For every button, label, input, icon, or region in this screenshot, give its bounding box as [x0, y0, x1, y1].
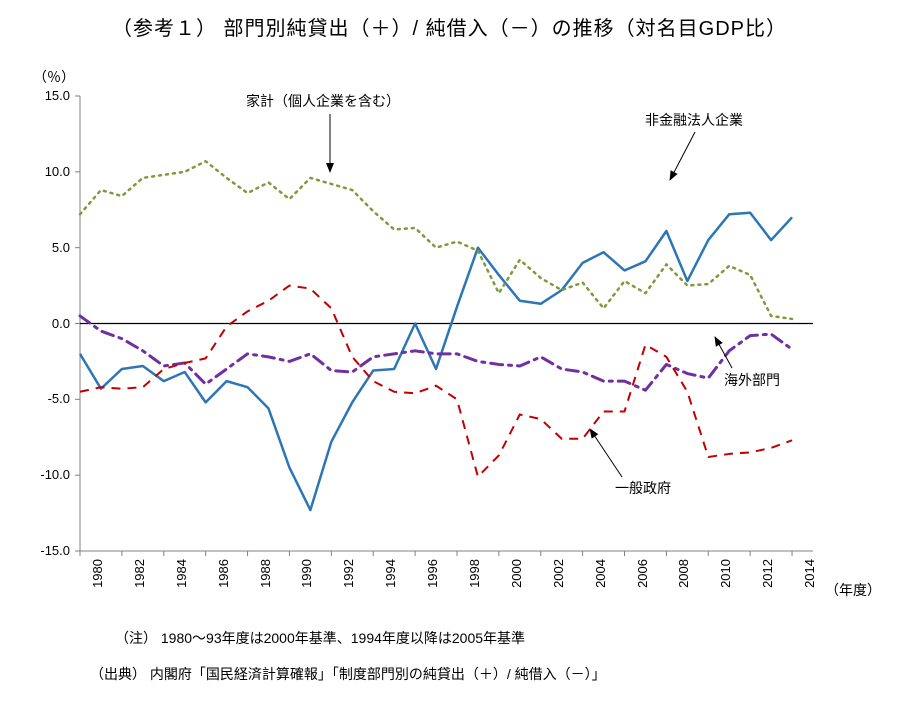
label-households: 家計（個人企業を含む）	[246, 91, 400, 111]
xtick-label: 1986	[216, 559, 231, 599]
xtick-label: 1982	[132, 559, 147, 599]
label-nonfin: 非金融法人企業	[645, 110, 743, 130]
xtick-label: 1980	[90, 559, 105, 599]
xtick-label: 1996	[425, 559, 440, 599]
xtick-label: 2008	[676, 559, 691, 599]
xtick-label: 2006	[635, 559, 650, 599]
xtick-label: 1998	[467, 559, 482, 599]
xtick-label: 1988	[258, 559, 273, 599]
xtick-label: 1984	[174, 559, 189, 599]
xtick-label: 2012	[760, 559, 775, 599]
xaxis-unit-label: （年度）	[825, 580, 881, 600]
footnote-note: （注） 1980～93年度は2000年基準、1994年度以降は2005年基準	[115, 628, 525, 648]
xtick-label: 2002	[551, 559, 566, 599]
xtick-label: 1992	[341, 559, 356, 599]
xtick-label: 2010	[718, 559, 733, 599]
xtick-label: 2004	[593, 559, 608, 599]
label-overseas: 海外部門	[724, 370, 780, 390]
xtick-label: 2014	[802, 559, 817, 599]
xtick-label: 2000	[509, 559, 524, 599]
label-govt: 一般政府	[615, 478, 671, 498]
xtick-label: 1990	[299, 559, 314, 599]
xtick-label: 1994	[383, 559, 398, 599]
footnote-source: （出典） 内閣府「国民経済計算確報」「制度部門別の純貸出（＋）/ 純借入（－）」	[90, 664, 606, 684]
